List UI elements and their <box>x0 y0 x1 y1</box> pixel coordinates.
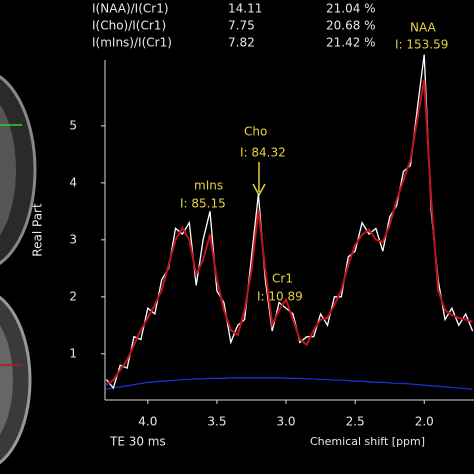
y-tick-label: 1 <box>69 346 77 360</box>
peak-name: Cr1 <box>272 272 293 286</box>
mri-image-inner <box>0 325 13 435</box>
y-tick-label: 3 <box>69 232 77 246</box>
peak-name: NAA <box>410 21 437 35</box>
peak-integral: I: 85.15 <box>180 197 226 211</box>
x-tick-label: 3.5 <box>207 415 226 429</box>
mri-image <box>0 295 32 465</box>
mri-image-inner <box>0 104 16 236</box>
x-tick-label: 2.0 <box>415 415 434 429</box>
x-tick-label: 3.0 <box>276 415 295 429</box>
y-tick-label: 5 <box>69 118 77 132</box>
peak-integral: I: 10.89 <box>257 290 303 304</box>
spectrum-line <box>105 54 474 390</box>
peak-integral: I: 153.59 <box>395 38 448 52</box>
y-tick-label: 4 <box>69 175 77 189</box>
peak-name: Cho <box>244 125 267 139</box>
peak-integral: I: 84.32 <box>240 146 286 160</box>
ratio-value: 7.75 <box>228 19 255 33</box>
ratio-label: I(mIns)/I(Cr1) <box>92 36 172 50</box>
ratio-label: I(NAA)/I(Cr1) <box>92 2 169 16</box>
x-tick-label: 2.5 <box>346 415 365 429</box>
ratio-table: I(NAA)/I(Cr1) 14.11 21.04 % I(Cho)/I(Cr1… <box>92 2 376 50</box>
peak-name: mIns <box>194 179 223 193</box>
footnote: TE 30 ms <box>109 435 166 449</box>
ratio-value: 14.11 <box>228 2 262 16</box>
y-axis-label: Real Part <box>31 203 45 257</box>
spectrum-line <box>105 79 473 386</box>
ratio-percent: 20.68 % <box>326 19 376 33</box>
x-tick-label: 4.0 <box>138 415 157 429</box>
ratio-label: I(Cho)/I(Cr1) <box>92 19 166 33</box>
ratio-percent: 21.42 % <box>326 36 376 50</box>
ratio-value: 7.82 <box>228 36 255 50</box>
ratio-percent: 21.04 % <box>326 2 376 16</box>
y-tick-label: 2 <box>69 289 77 303</box>
x-axis-label: Chemical shift [ppm] <box>310 435 425 448</box>
spectrum-line <box>106 377 473 390</box>
